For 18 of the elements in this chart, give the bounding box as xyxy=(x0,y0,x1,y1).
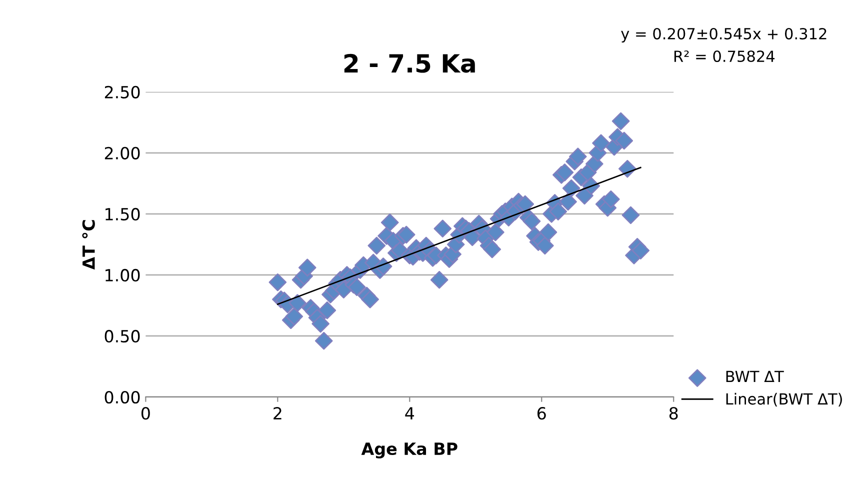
y-tick-label: 1.50 xyxy=(106,208,140,220)
x-tick-label: 8 xyxy=(669,407,678,420)
y-tick-label: 1.00 xyxy=(106,268,140,282)
x-tick-label: 0 xyxy=(141,407,150,420)
y-tick-label: 0.50 xyxy=(104,330,140,343)
x-axis-title: Age Ka BP xyxy=(361,442,458,458)
text: y = 0.207±0.545x + 0.312 xyxy=(621,28,826,42)
text: R² = 0.75824 xyxy=(674,50,775,62)
y-tick-label: 2.50 xyxy=(104,86,140,98)
y-tick-label: 2.00 xyxy=(104,146,140,160)
y-axis-title: ΔT °C xyxy=(82,220,95,270)
y-tick-label: 0.00 xyxy=(104,390,140,404)
chart-title: 2 - 7.5 Ka xyxy=(344,54,475,73)
x-tick-label: 4 xyxy=(405,407,414,420)
legend-label: Linear(BWT ΔT) xyxy=(726,392,842,406)
x-tick-label: 6 xyxy=(537,407,546,420)
x-tick-label: 2 xyxy=(274,407,282,420)
legend-label: BWT ΔT xyxy=(726,370,784,382)
